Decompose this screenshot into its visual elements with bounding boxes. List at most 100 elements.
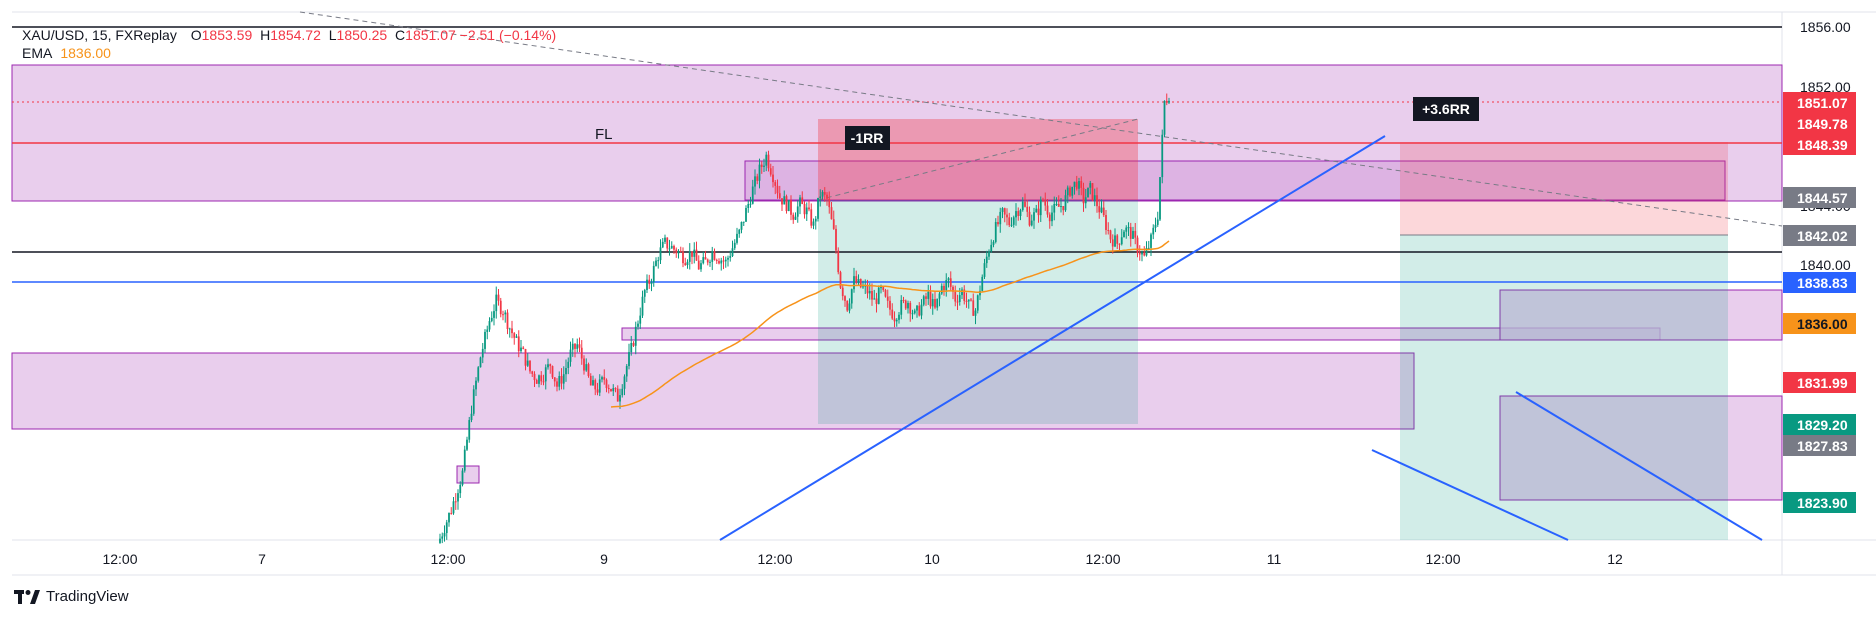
price-label: 1823.90: [1797, 495, 1848, 511]
candle-body: [715, 259, 718, 262]
candle-body: [702, 257, 705, 264]
time-tick: 12:00: [1085, 551, 1120, 567]
candle-body: [769, 168, 772, 175]
candle-body: [535, 380, 538, 384]
time-tick: 12:00: [1425, 551, 1460, 567]
candle-body: [459, 484, 462, 494]
candle-body: [673, 245, 675, 250]
tradingview-logo[interactable]: TradingView: [14, 588, 129, 605]
candle-body: [956, 301, 959, 303]
badge-minus-1rr[interactable]: -1RR: [851, 130, 884, 146]
price-tick: 1840.00: [1800, 257, 1851, 273]
candle-body: [481, 348, 484, 358]
candle-body: [569, 349, 572, 362]
candle-body: [517, 336, 520, 352]
candle-body: [544, 367, 547, 382]
supply-zone-upper[interactable]: [11, 64, 1783, 202]
candle-body: [1118, 243, 1121, 245]
candle-body: [1028, 211, 1031, 226]
candle-body: [553, 377, 556, 382]
candle-body: [832, 219, 835, 229]
candle-body: [927, 291, 930, 299]
candle-body: [817, 197, 819, 219]
candle-body: [884, 290, 887, 297]
candle-body: [587, 364, 590, 376]
candle-body: [484, 331, 486, 349]
candle-body: [695, 249, 698, 261]
price-label-bg: [1783, 134, 1856, 155]
candle-body: [835, 228, 837, 251]
price-tick: 1856.00: [1800, 19, 1851, 35]
candle-body: [583, 358, 585, 371]
legend-symbol[interactable]: XAU/USD, 15, FXReplay: [22, 27, 177, 43]
price-label: 1831.99: [1797, 375, 1848, 391]
candle-body: [1017, 211, 1020, 217]
candle-body: [970, 299, 972, 301]
candle-body: [810, 209, 813, 226]
legend-ema-label[interactable]: EMA: [22, 45, 53, 61]
annotation-fl[interactable]: FL: [595, 126, 613, 143]
price-label: 1829.20: [1797, 417, 1848, 433]
price-tick: 1852.00: [1800, 79, 1851, 95]
candle-body: [819, 196, 822, 198]
candle-body: [1107, 229, 1110, 231]
candle-body: [727, 257, 729, 260]
candle-body: [724, 259, 727, 262]
uptrend-line[interactable]: [719, 135, 1386, 541]
price-label-bg: [1783, 187, 1856, 208]
candle-body: [682, 251, 684, 264]
candle-body: [848, 303, 851, 311]
demand-zone-lower[interactable]: [11, 352, 1415, 430]
candle-body: [560, 376, 563, 384]
time-tick: 9: [600, 551, 608, 567]
chart-legend[interactable]: XAU/USD, 15, FXReplay O1853.59 H1854.72 …: [22, 26, 556, 62]
candle-body: [1134, 230, 1137, 238]
candle-body: [1156, 219, 1159, 225]
candle-body: [445, 522, 448, 534]
candle-body: [657, 260, 660, 262]
position-2-target[interactable]: [1400, 235, 1728, 540]
candle-body: [700, 263, 702, 270]
candle-body: [992, 241, 995, 245]
candle-body: [533, 373, 536, 381]
future-zone-b[interactable]: [1499, 395, 1783, 501]
time-tick: 12:00: [102, 551, 137, 567]
downtrend-line-a[interactable]: [1371, 449, 1569, 541]
candle-body: [524, 349, 527, 366]
downtrend-line-b[interactable]: [1515, 391, 1763, 541]
candle-body: [949, 278, 952, 287]
candle-body: [767, 154, 770, 169]
legend-low: 1850.25: [336, 27, 388, 43]
price-label: 1849.78: [1797, 116, 1848, 132]
position-2-stop[interactable]: [1400, 142, 1728, 235]
candle-body: [1145, 248, 1148, 256]
dashed-trendline-down[interactable]: [299, 11, 1783, 227]
candle-body: [439, 538, 441, 543]
candle-body: [592, 380, 594, 386]
time-tick: 11: [1267, 551, 1282, 567]
future-zone-a[interactable]: [1499, 289, 1783, 341]
candle-body: [1010, 224, 1013, 226]
time-axis[interactable]: 12:00 7 12:00 9 12:00 10 12:00 11 12:00 …: [102, 551, 1623, 567]
dashed-trendline-up[interactable]: [817, 118, 1139, 201]
candle-body: [477, 367, 480, 381]
candle-body: [839, 272, 842, 288]
candle-body: [875, 298, 878, 304]
candle-body: [470, 413, 473, 421]
candle-body: [1143, 252, 1146, 256]
candle-body: [578, 344, 581, 348]
demand-zone-small[interactable]: [456, 465, 480, 484]
candle-body: [538, 375, 540, 384]
badge-plus-36rr[interactable]: +3.6RR: [1422, 101, 1470, 117]
time-tick: 12:00: [757, 551, 792, 567]
candle-body: [976, 295, 979, 311]
candle-body: [1100, 207, 1103, 213]
candle-body: [1132, 230, 1134, 239]
candle-body: [704, 257, 707, 260]
candle-body: [1102, 207, 1105, 216]
supply-zone-inner[interactable]: [744, 160, 1726, 201]
candle-body: [463, 449, 466, 471]
candle-body: [945, 279, 948, 291]
candle-body: [1042, 199, 1044, 201]
